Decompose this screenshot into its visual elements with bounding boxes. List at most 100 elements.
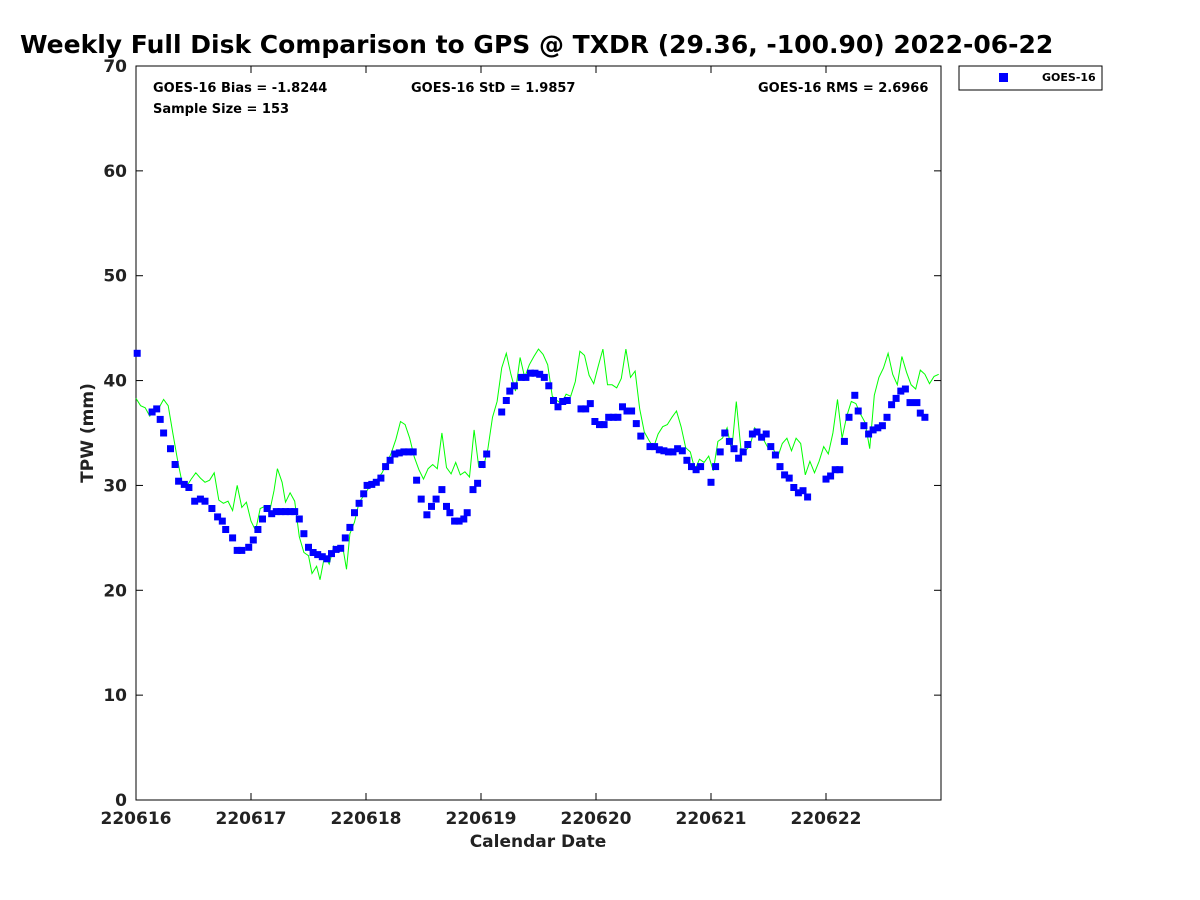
stat-bias: GOES-16 Bias = -1.8244: [153, 81, 327, 96]
goes16-point: [254, 526, 262, 533]
goes16-point: [888, 401, 896, 409]
legend: GOES-16: [958, 65, 1103, 91]
goes16-point: [517, 373, 525, 381]
y-tick-label: 20: [103, 581, 127, 601]
goes16-point: [156, 415, 164, 423]
goes16-point: [845, 413, 853, 421]
goes16-point: [892, 394, 900, 402]
y-tick-label: 50: [103, 267, 127, 287]
goes16-point: [175, 477, 183, 485]
goes16-point: [669, 448, 677, 456]
y-tick-label: 60: [103, 162, 127, 182]
goes16-point: [836, 466, 844, 474]
y-tick-label: 0: [115, 791, 127, 811]
goes16-point: [753, 428, 761, 436]
goes16-point: [400, 448, 408, 456]
goes16-point: [646, 443, 654, 451]
goes16-point: [878, 422, 886, 430]
axes: [135, 65, 942, 801]
legend-frame: [958, 65, 1103, 91]
goes16-point: [623, 407, 631, 415]
goes16-point: [148, 408, 156, 416]
goes16-point: [804, 493, 812, 501]
goes16-point: [721, 429, 729, 437]
goes16-point: [577, 405, 585, 413]
goes16-point: [637, 432, 645, 440]
goes16-point: [351, 509, 358, 517]
goes16-point: [323, 555, 331, 563]
goes16-point: [762, 430, 770, 438]
goes16-point: [776, 463, 784, 471]
goes16-point: [474, 479, 482, 487]
y-tick-label: 40: [103, 372, 127, 392]
goes16-point: [586, 400, 594, 408]
goes16-point: [506, 387, 514, 395]
goes16-point: [619, 403, 626, 411]
goes16-point: [446, 509, 454, 517]
y-ticks: 0 10 20 30 40 50 60 70: [103, 57, 941, 811]
goes16-point: [692, 466, 700, 474]
goes16-point: [167, 445, 174, 453]
goes16-point: [341, 534, 349, 542]
goes16-point: [674, 445, 682, 453]
goes16-point: [916, 409, 924, 417]
goes16-point: [716, 448, 724, 456]
goes16-point: [840, 437, 848, 445]
x-tick-label: 220620: [561, 809, 632, 829]
legend-marker-goes16: [999, 73, 1008, 82]
goes16-point: [455, 517, 463, 525]
goes16-point: [510, 382, 518, 390]
x-tick-label: 220617: [216, 809, 287, 829]
goes16-point: [712, 463, 720, 471]
chart-title: Weekly Full Disk Comparison to GPS @ TXD…: [20, 30, 1054, 59]
goes16-point: [469, 486, 477, 494]
goes16-point: [160, 429, 168, 437]
goes16-point: [295, 515, 303, 523]
goes16-point: [831, 466, 839, 474]
goes16-point: [355, 499, 363, 507]
goes16-point: [531, 369, 539, 377]
goes16-point: [314, 551, 322, 559]
goes16-point: [282, 508, 289, 516]
series-line: [135, 348, 939, 580]
goes16-point: [238, 546, 246, 554]
goes16-point: [614, 413, 622, 421]
goes16-point: [502, 397, 510, 404]
y-tick-label: 10: [103, 686, 127, 706]
goes16-point: [196, 495, 204, 503]
goes16-point: [921, 413, 929, 421]
goes16-point: [483, 450, 491, 458]
goes16-point: [478, 461, 486, 468]
goes16-point: [827, 472, 835, 480]
goes16-point: [822, 475, 830, 483]
goes16-point: [651, 443, 659, 451]
goes16-point: [153, 405, 161, 413]
goes16-point: [628, 407, 636, 415]
goes16-point: [683, 456, 691, 464]
goes16-point: [133, 349, 141, 357]
goes16-point: [739, 448, 747, 456]
goes16-point: [171, 461, 179, 468]
stat-rms: GOES-16 RMS = 2.6966: [758, 81, 928, 96]
x-tick-label: 220622: [791, 809, 862, 829]
goes16-point: [865, 430, 873, 438]
goes16-point: [391, 450, 399, 458]
goes16-point: [318, 553, 326, 561]
goes16-point: [901, 385, 909, 393]
y-axis-title: TPW (mm): [78, 383, 98, 483]
goes16-point: [883, 413, 891, 421]
goes16-point: [305, 543, 312, 551]
goes16-point: [600, 421, 608, 429]
goes16-point: [554, 403, 562, 411]
goes16-point: [386, 456, 394, 464]
goes16-point: [443, 502, 450, 510]
goes16-point: [405, 448, 413, 456]
goes16-point: [582, 405, 590, 413]
goes16-point: [758, 433, 766, 441]
goes16-point: [346, 523, 354, 531]
goes16-point: [794, 489, 802, 497]
goes16-point: [432, 495, 440, 503]
goes16-point: [360, 490, 368, 498]
stat-std: GOES-16 StD = 1.9857: [411, 81, 575, 96]
goes16-point: [790, 484, 798, 491]
